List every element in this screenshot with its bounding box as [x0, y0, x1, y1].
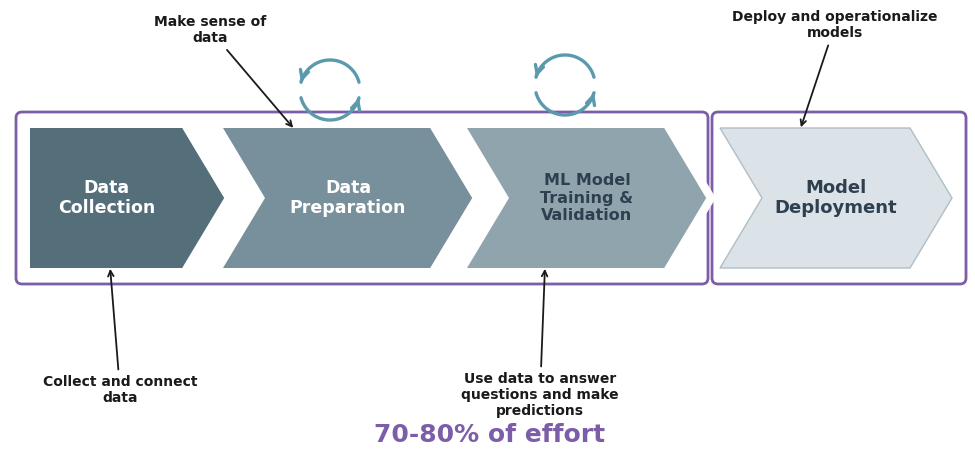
Polygon shape	[720, 128, 952, 268]
Polygon shape	[665, 128, 715, 268]
Text: Deploy and operationalize
models: Deploy and operationalize models	[732, 10, 938, 125]
Text: Make sense of
data: Make sense of data	[154, 15, 292, 126]
Polygon shape	[431, 128, 481, 268]
Text: Use data to answer
questions and make
predictions: Use data to answer questions and make pr…	[461, 271, 619, 419]
Polygon shape	[30, 128, 225, 268]
Text: Model
Deployment: Model Deployment	[775, 179, 897, 218]
Text: 70-80% of effort: 70-80% of effort	[374, 423, 605, 447]
Polygon shape	[183, 128, 233, 268]
Text: Collect and connect
data: Collect and connect data	[43, 271, 197, 405]
Text: Data
Preparation: Data Preparation	[290, 179, 407, 218]
Polygon shape	[223, 128, 473, 268]
Text: Data
Collection: Data Collection	[58, 179, 155, 218]
Polygon shape	[467, 128, 707, 268]
Text: ML Model
Training &
Validation: ML Model Training & Validation	[540, 173, 634, 223]
